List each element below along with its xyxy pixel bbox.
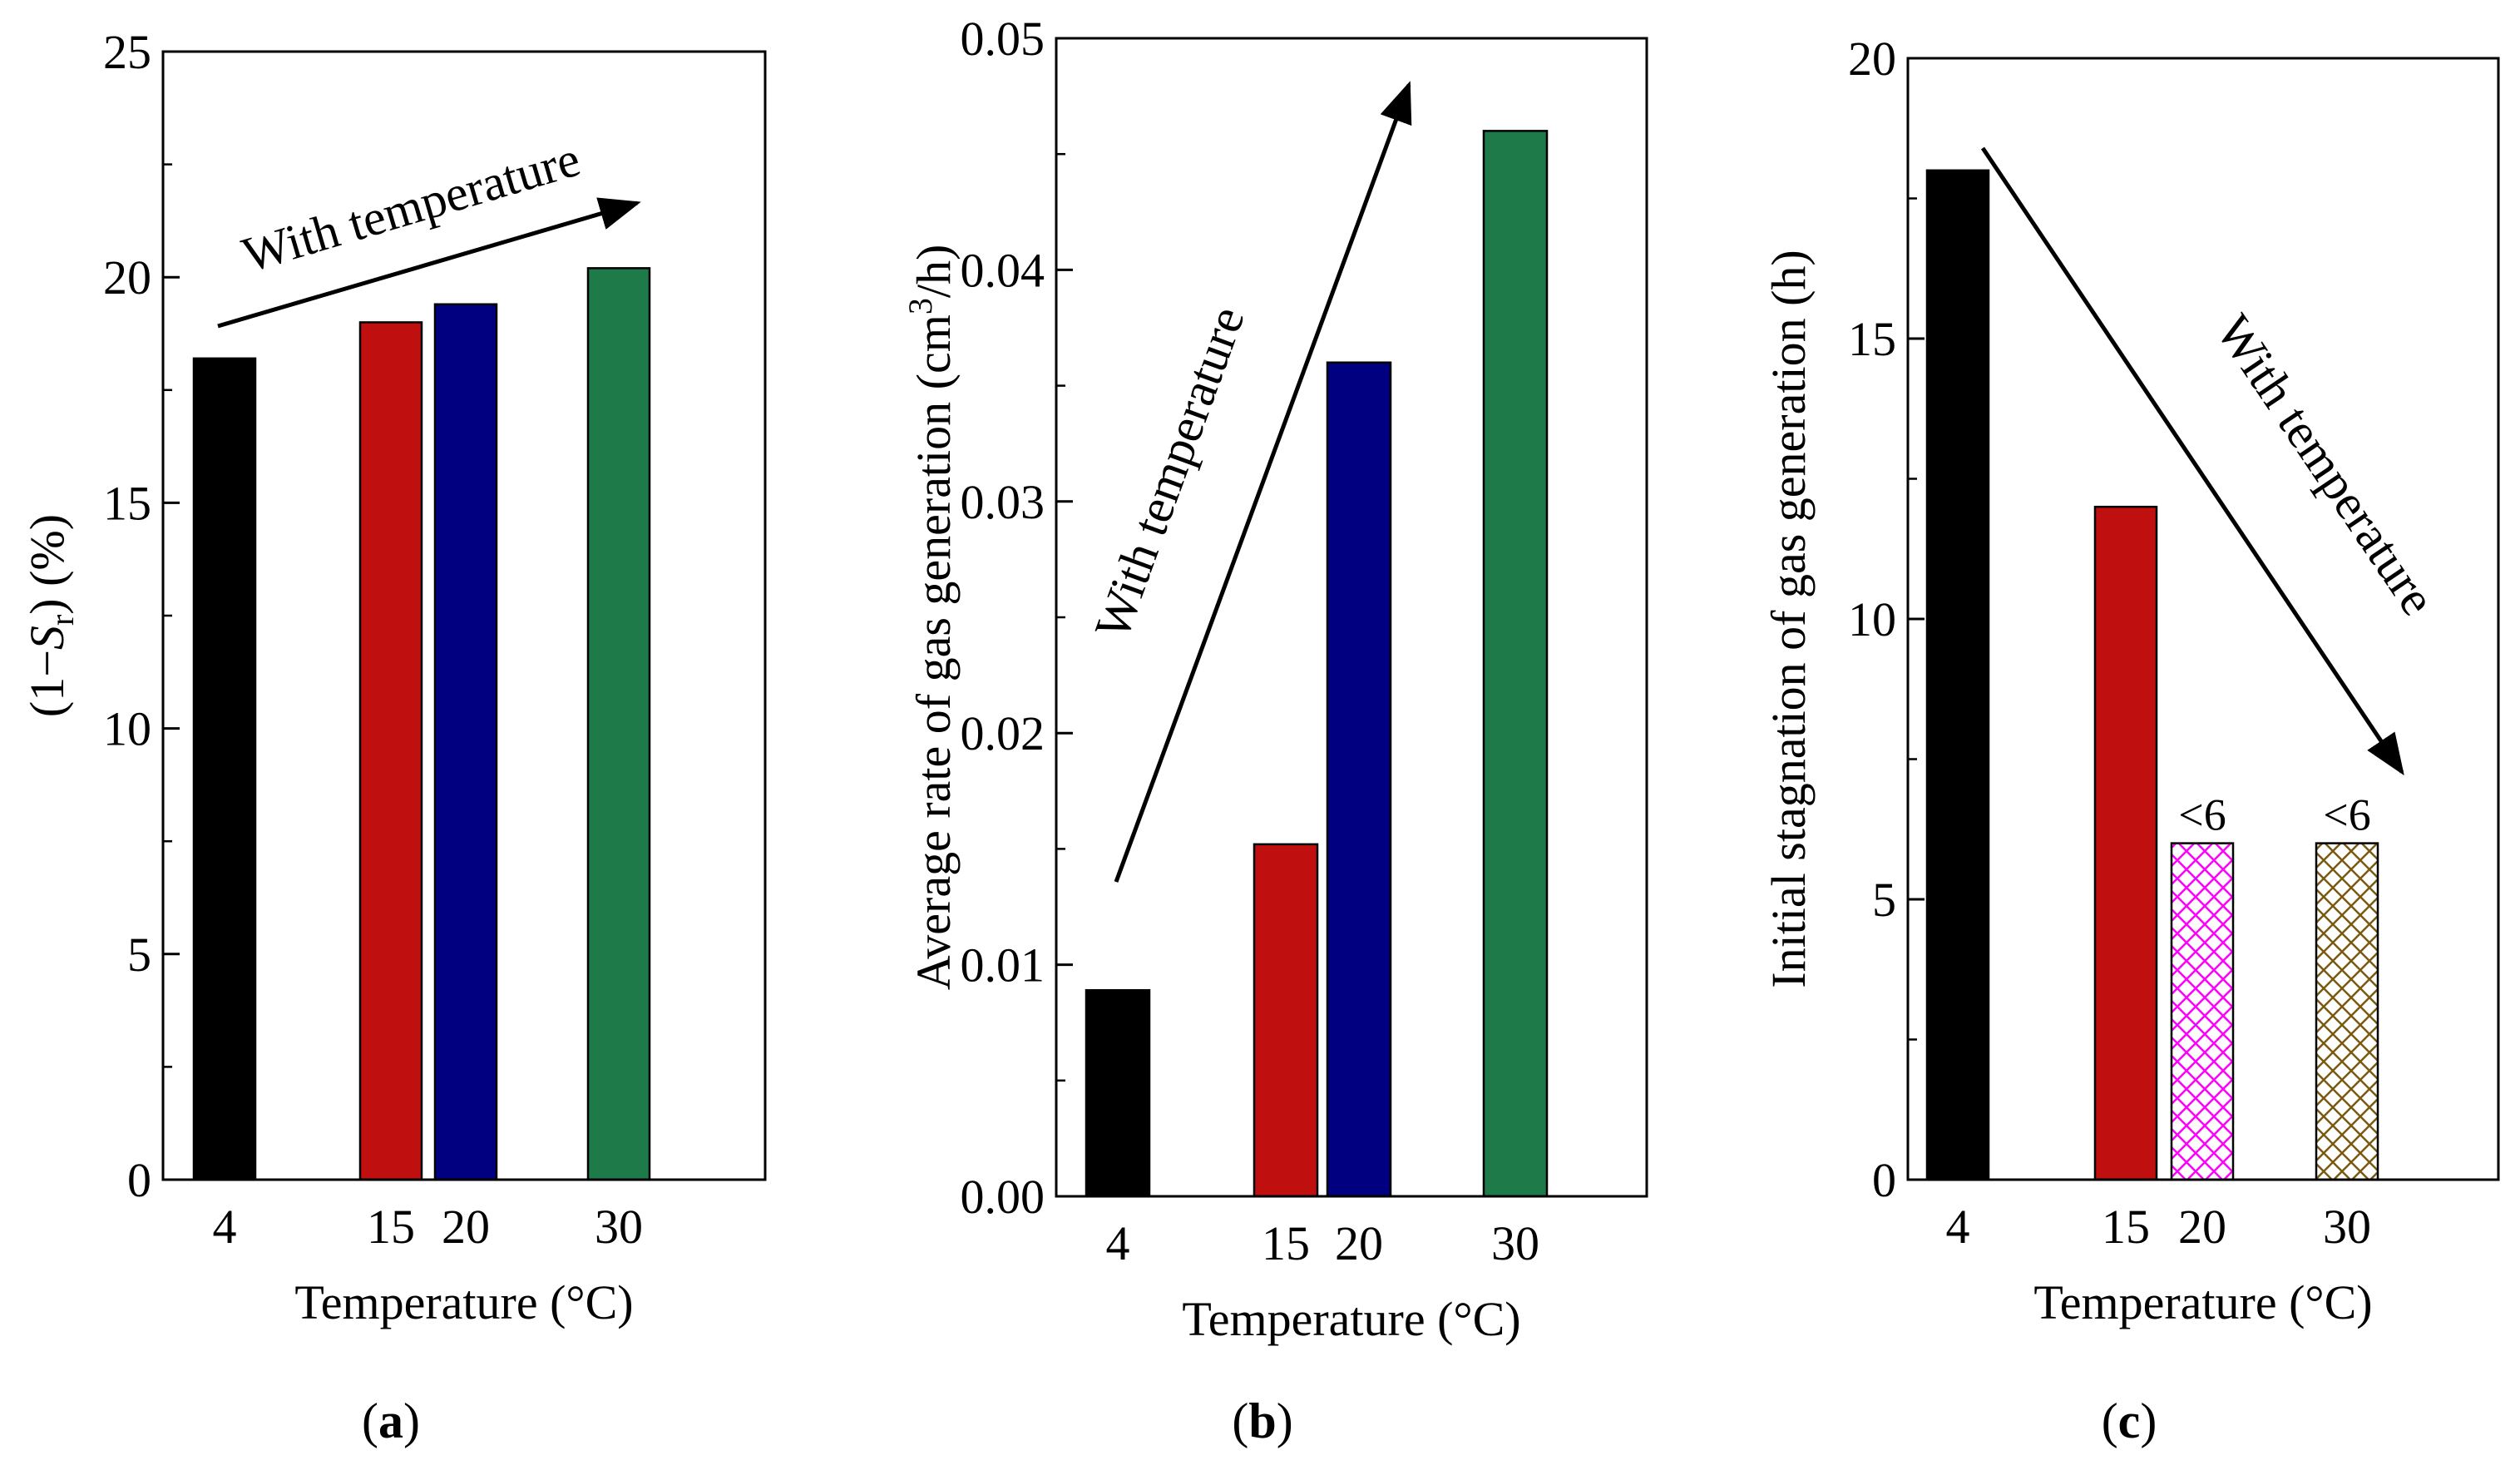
bar-15: [2093, 505, 2158, 1181]
chart-panel-c: <6 <6 0 5 10 15 20 4 15 20 30 Temperature (°C) Initi…: [1762, 32, 2500, 1448]
y-tick-label: 10: [1848, 592, 1896, 646]
panel-label: (c): [2102, 1393, 2157, 1448]
trend-annotation: With temperature: [236, 131, 586, 283]
bar-15: [1253, 843, 1319, 1198]
y-tick-label: 15: [103, 476, 151, 530]
x-tick-label: 4: [1946, 1200, 1970, 1254]
x-tick-label: 30: [595, 1200, 643, 1254]
bar-30: [2315, 842, 2379, 1181]
y-axis-label: Initial stagnation of gas generation (h): [1762, 250, 1816, 987]
y-tick-label: 0.02: [961, 706, 1045, 760]
panel-label: (a): [362, 1393, 420, 1448]
y-tick-label: 5: [1872, 873, 1896, 927]
x-tick-label: 4: [1106, 1216, 1130, 1270]
y-tick-label: 20: [103, 250, 151, 304]
y-axis-label: (1−Sr) (%): [20, 514, 81, 717]
y-tick-label: 0.00: [961, 1170, 1045, 1224]
trend-annotation: With temperature: [2206, 305, 2446, 625]
x-tick-label: 30: [1491, 1216, 1539, 1270]
bar-20: [1326, 361, 1392, 1198]
x-tick-label: 15: [1262, 1216, 1310, 1270]
x-tick-label: 30: [2323, 1200, 2371, 1254]
bar-30: [1482, 130, 1549, 1198]
x-axis-label: Temperature (°C): [294, 1275, 633, 1329]
x-tick-label: 15: [367, 1200, 415, 1254]
y-tick-label: 10: [103, 702, 151, 756]
bar-15: [358, 321, 423, 1181]
y-tick-label: 15: [1848, 312, 1896, 366]
bar-20: [2170, 842, 2235, 1181]
bar-label: <6: [2323, 790, 2370, 840]
y-tick-label: 25: [103, 25, 151, 79]
trend-annotation: With temperature: [1085, 299, 1255, 646]
y-axis-label: Average rate of gas generation (cm3/h): [902, 245, 961, 991]
bar-30: [586, 267, 651, 1181]
bar-4: [1925, 169, 1990, 1181]
x-tick-label: 15: [2102, 1200, 2150, 1254]
bar-label: <6: [2178, 790, 2226, 840]
chart-panel-b: 0.00 0.01 0.02 0.03 0.04 0.05 4 15 20 30 Temperatu…: [902, 12, 1648, 1448]
y-tick-label: 0.03: [961, 475, 1045, 529]
trend-arrow: [217, 197, 641, 329]
bar-20: [433, 303, 498, 1181]
trend-arrow: [1114, 81, 1412, 883]
y-tick-label: 0: [1872, 1153, 1896, 1207]
panel-label: (b): [1232, 1393, 1292, 1448]
y-tick-label: 0.04: [961, 243, 1045, 297]
y-tick-label: 5: [127, 928, 151, 982]
y-tick-label: 0.05: [961, 12, 1045, 66]
y-tick-label: 20: [1848, 32, 1896, 86]
bar-4: [1085, 988, 1151, 1198]
bar-4: [192, 357, 257, 1181]
x-axis-label: Temperature (°C): [2033, 1275, 2372, 1329]
x-tick-label: 20: [1335, 1216, 1383, 1270]
y-tick-label: 0.01: [961, 938, 1045, 992]
trend-arrow: [1980, 146, 2404, 776]
x-tick-label: 4: [213, 1200, 237, 1254]
x-tick-label: 20: [442, 1200, 490, 1254]
y-tick-label: 0: [127, 1153, 151, 1207]
chart-panel-a: 0 5 10 15 20 25 4 15 20 30 Temperature (°C) (1−Sr) …: [20, 25, 767, 1448]
x-tick-label: 20: [2178, 1200, 2226, 1254]
x-axis-label: Temperature (°C): [1182, 1292, 1520, 1346]
